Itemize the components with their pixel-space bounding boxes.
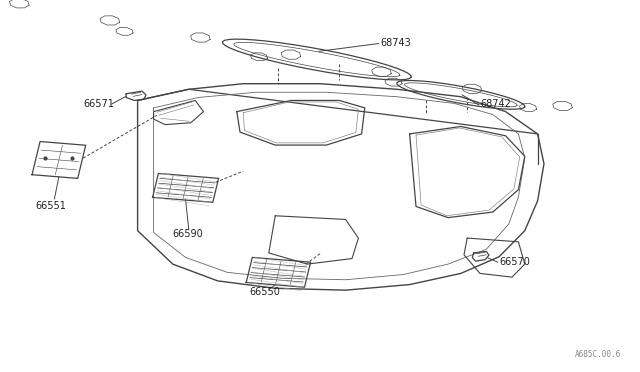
Text: 66590: 66590 [173,230,204,239]
Text: 66570: 66570 [499,257,530,267]
Text: A685C.00.6: A685C.00.6 [575,350,621,359]
Text: 68743: 68743 [381,38,412,48]
Text: 66551: 66551 [35,202,66,211]
Text: 66550: 66550 [250,287,280,297]
Text: 68742: 68742 [480,99,511,109]
Text: 66571: 66571 [83,99,114,109]
